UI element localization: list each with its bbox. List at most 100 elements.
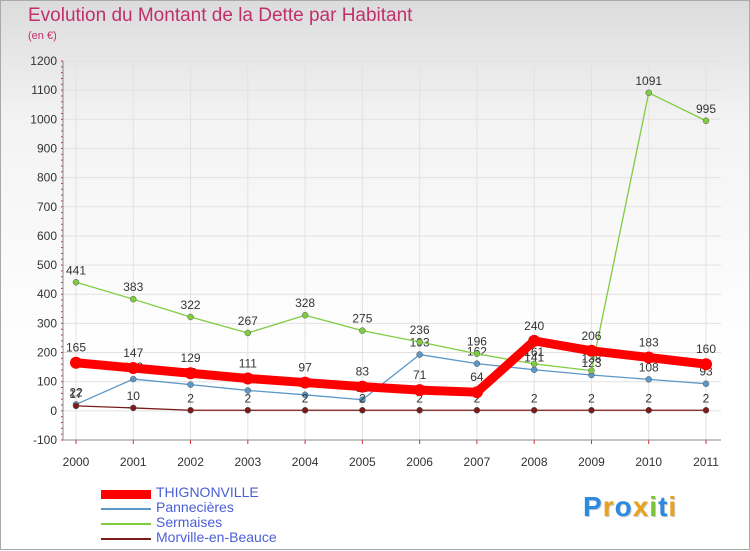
x-tick-label: 2007 (464, 455, 491, 469)
x-tick-label: 2003 (234, 455, 261, 469)
data-label-thignonville: 147 (123, 346, 143, 360)
y-tick-label: 200 (37, 346, 57, 360)
x-tick-label: 2004 (292, 455, 319, 469)
data-label-sermaises: 322 (181, 298, 201, 312)
data-label-thignonville: 71 (413, 368, 427, 382)
y-tick-label: 1200 (30, 54, 57, 68)
data-label-morville-en-beauce: 2 (302, 391, 309, 405)
logo-letter: o (614, 491, 633, 522)
data-label-morville-en-beauce: 2 (416, 391, 423, 405)
proxiti-logo: Proxiti (583, 491, 677, 523)
data-point-panneci-res (130, 375, 137, 383)
data-point-sermaises (702, 117, 710, 125)
data-label-morville-en-beauce: 2 (244, 391, 251, 405)
data-label-morville-en-beauce: 17 (69, 387, 83, 401)
data-point-sermaises (588, 367, 595, 374)
data-label-panneci-res: 22 (69, 385, 83, 399)
data-label-morville-en-beauce: 2 (531, 391, 538, 405)
series-line-panneci-res (75, 353, 707, 406)
data-label-morville-en-beauce: 2 (474, 391, 481, 405)
data-label-thignonville: 160 (696, 342, 716, 356)
data-point-thignonville (700, 358, 712, 371)
data-point-thignonville (470, 386, 483, 399)
y-tick-label: 500 (37, 258, 57, 272)
data-label-sermaises: 267 (238, 314, 258, 328)
data-label-thignonville: 83 (356, 365, 370, 379)
data-point-panneci-res (702, 380, 710, 387)
data-label-sermaises: 441 (66, 263, 86, 277)
data-point-thignonville (70, 356, 82, 369)
legend-swatch (101, 523, 151, 525)
data-label-sermaises: 236 (410, 323, 430, 337)
chart-subtitle: (en €) (28, 30, 57, 42)
logo-letter: i (649, 491, 659, 522)
data-label-thignonville: 111 (239, 356, 258, 370)
data-point-panneci-res (244, 387, 252, 394)
logo-letter: r (602, 491, 615, 522)
y-tick-label: -100 (33, 433, 57, 447)
data-label-morville-en-beauce: 2 (359, 391, 366, 405)
data-point-morville-en-beauce (416, 407, 423, 414)
data-point-morville-en-beauce (588, 407, 595, 414)
data-label-morville-en-beauce: 2 (703, 391, 710, 405)
data-point-sermaises (530, 360, 538, 368)
data-point-morville-en-beauce (244, 407, 252, 414)
data-point-panneci-res (359, 396, 366, 404)
data-point-sermaises (473, 350, 481, 357)
data-label-morville-en-beauce: 2 (645, 391, 652, 405)
data-label-sermaises: 196 (467, 335, 487, 349)
data-label-morville-en-beauce: 10 (127, 389, 141, 403)
logo-letter: i (668, 491, 678, 522)
data-point-thignonville (585, 344, 598, 357)
data-label-panneci-res: 108 (639, 360, 659, 374)
data-label-thignonville: 97 (298, 361, 312, 375)
data-point-morville-en-beauce (130, 404, 137, 412)
series-line-sermaises (75, 92, 707, 372)
chart-title: Evolution du Montant de la Dette par Hab… (28, 5, 413, 26)
data-point-thignonville (413, 384, 426, 397)
legend-swatch (101, 508, 151, 510)
legend-swatch (101, 489, 151, 499)
data-point-panneci-res (473, 360, 481, 367)
data-point-panneci-res (530, 366, 538, 373)
data-point-morville-en-beauce (359, 407, 366, 414)
data-point-thignonville (127, 361, 140, 374)
y-tick-label: 400 (37, 287, 57, 301)
y-tick-label: 600 (37, 229, 57, 243)
series-line-thignonville (71, 336, 711, 397)
data-point-thignonville (299, 376, 312, 389)
data-label-thignonville: 64 (470, 370, 484, 384)
data-label-sermaises: 995 (696, 102, 716, 116)
data-point-thignonville (241, 372, 254, 385)
y-tick-label: 900 (37, 141, 57, 155)
x-tick-label: 2005 (349, 455, 376, 469)
data-point-sermaises (301, 311, 309, 319)
x-tick-label: 2006 (406, 455, 433, 469)
x-tick-label: 2008 (521, 455, 548, 469)
data-point-thignonville (356, 380, 369, 393)
legend-label: THIGNONVILLE (156, 484, 259, 500)
data-point-sermaises (187, 313, 194, 321)
data-point-sermaises (645, 89, 652, 97)
data-point-thignonville (184, 367, 197, 380)
y-tick-label: 800 (37, 171, 57, 185)
x-tick-label: 2011 (693, 455, 719, 469)
data-label-thignonville: 206 (581, 329, 601, 343)
data-point-morville-en-beauce (187, 407, 194, 414)
data-label-thignonville: 165 (66, 341, 86, 355)
data-point-sermaises (72, 279, 80, 286)
series-line-morville-en-beauce (75, 405, 707, 411)
y-tick-label: 1000 (30, 112, 57, 126)
data-point-morville-en-beauce (72, 402, 80, 410)
data-label-panneci-res: 141 (524, 351, 544, 365)
data-point-morville-en-beauce (645, 407, 652, 414)
legend-label: Sermaises (156, 514, 223, 530)
logo-letter: P (583, 491, 603, 522)
data-point-thignonville (528, 334, 541, 347)
data-label-sermaises: 383 (123, 280, 143, 294)
data-label-thignonville: 129 (181, 351, 201, 365)
data-point-morville-en-beauce (301, 407, 309, 414)
y-tick-label: 700 (37, 200, 57, 214)
data-label-morville-en-beauce: 2 (187, 391, 194, 405)
data-point-sermaises (359, 327, 366, 334)
